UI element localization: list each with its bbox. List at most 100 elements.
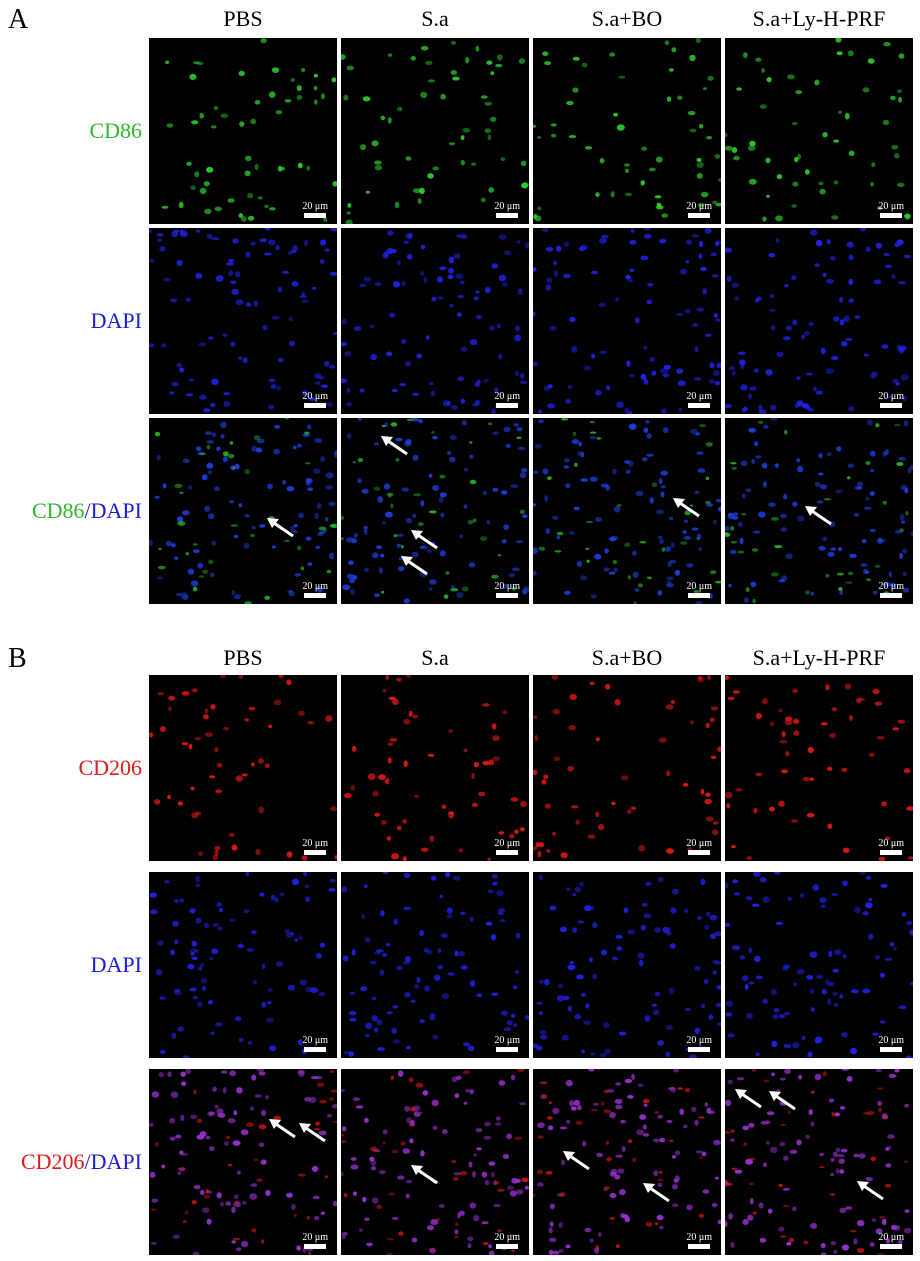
- cell-signal: [198, 851, 204, 857]
- marker-signal: [771, 572, 779, 577]
- cell-signal: [186, 161, 192, 166]
- cell-signal: [792, 181, 799, 187]
- cell-signal: [520, 801, 527, 808]
- cell-signal: [835, 1168, 840, 1174]
- cell-signal: [570, 1106, 577, 1111]
- cell-signal: [875, 1228, 883, 1234]
- cell-signal: [363, 884, 368, 889]
- cell-signal: [374, 282, 382, 286]
- cell-signal: [156, 233, 164, 237]
- cell-signal: [480, 197, 486, 203]
- cell-signal: [342, 584, 351, 591]
- cell-signal: [341, 378, 348, 384]
- cell-signal: [412, 714, 418, 719]
- cell-signal: [771, 989, 777, 996]
- cell-signal: [265, 1095, 269, 1100]
- micrograph-image: [149, 872, 337, 1058]
- cell-signal: [731, 845, 736, 849]
- cell-signal: [452, 76, 460, 81]
- cell-signal: [354, 326, 362, 331]
- cell-signal: [455, 1075, 462, 1080]
- cell-signal: [496, 890, 504, 897]
- cell-signal: [216, 762, 223, 768]
- cell-signal: [871, 371, 878, 377]
- cell-signal: [827, 551, 835, 557]
- cell-signal: [584, 1227, 592, 1233]
- cell-signal: [460, 398, 466, 404]
- cell-signal: [614, 1099, 623, 1104]
- cell-signal: [694, 346, 699, 353]
- marker-signal: [199, 452, 206, 456]
- marker-signal: [699, 424, 706, 428]
- cell-signal: [731, 282, 740, 288]
- cell-signal: [248, 706, 256, 711]
- cell-signal: [902, 548, 908, 554]
- cell-signal: [543, 385, 550, 392]
- marker-signal: [226, 1135, 230, 1139]
- cell-signal: [210, 125, 217, 129]
- cell-signal: [770, 1146, 778, 1153]
- cell-signal: [367, 773, 376, 780]
- cell-signal: [668, 68, 674, 72]
- cell-signal: [646, 433, 652, 439]
- cell-signal: [572, 87, 579, 93]
- marker-signal: [469, 441, 473, 444]
- cell-signal: [180, 230, 188, 237]
- cell-signal: [713, 1139, 721, 1146]
- marker-signal: [493, 1181, 500, 1185]
- cell-signal: [615, 934, 623, 939]
- cell-signal: [614, 699, 621, 706]
- cell-signal: [329, 879, 337, 883]
- cell-signal: [542, 468, 549, 475]
- cell-signal: [584, 905, 592, 912]
- cell-signal: [234, 1194, 239, 1200]
- cell-signal: [402, 818, 407, 824]
- cell-signal: [596, 1152, 603, 1158]
- cell-signal: [432, 436, 438, 440]
- cell-signal: [181, 1152, 189, 1156]
- cell-signal: [330, 806, 337, 812]
- cell-signal: [758, 404, 763, 411]
- cell-signal: [775, 215, 783, 222]
- cell-signal: [463, 1042, 471, 1047]
- marker-signal: [657, 1178, 664, 1182]
- cell-signal: [649, 356, 656, 362]
- cell-signal: [903, 420, 909, 427]
- cell-signal: [558, 1222, 563, 1228]
- cell-signal: [715, 241, 719, 247]
- cell-signal: [862, 911, 869, 916]
- marker-signal: [154, 1142, 159, 1147]
- cell-signal: [182, 458, 190, 464]
- cell-signal: [535, 1045, 543, 1051]
- cell-signal: [599, 350, 608, 354]
- cell-signal: [715, 1002, 721, 1008]
- cell-signal: [192, 1251, 200, 1255]
- cell-signal: [305, 896, 310, 903]
- cell-signal: [879, 539, 886, 543]
- cell-signal: [210, 1031, 215, 1035]
- scale-bar: 20 μm: [878, 839, 904, 855]
- marker-signal: [559, 1192, 566, 1197]
- cell-signal: [612, 956, 618, 961]
- column-label: S.a+Ly-H-PRF: [752, 645, 886, 670]
- scale-bar: 20 μm: [494, 202, 520, 218]
- cell-signal: [872, 590, 878, 595]
- cell-signal: [429, 579, 437, 585]
- cell-signal: [235, 775, 243, 782]
- cell-signal: [575, 819, 580, 825]
- cell-signal: [626, 808, 632, 815]
- cell-signal: [204, 922, 210, 929]
- cell-signal: [696, 451, 704, 455]
- cell-signal: [848, 298, 854, 303]
- cell-signal: [391, 1027, 397, 1034]
- cell-signal: [206, 233, 213, 239]
- cell-signal: [580, 992, 586, 998]
- cell-signal: [376, 1019, 383, 1026]
- cell-signal: [816, 500, 824, 504]
- cell-signal: [159, 1049, 166, 1055]
- cell-signal: [251, 762, 255, 767]
- cell-signal: [543, 774, 549, 780]
- cell-signal: [609, 1171, 617, 1177]
- micrograph-tile: 20 μm: [149, 872, 337, 1058]
- cell-signal: [251, 930, 257, 935]
